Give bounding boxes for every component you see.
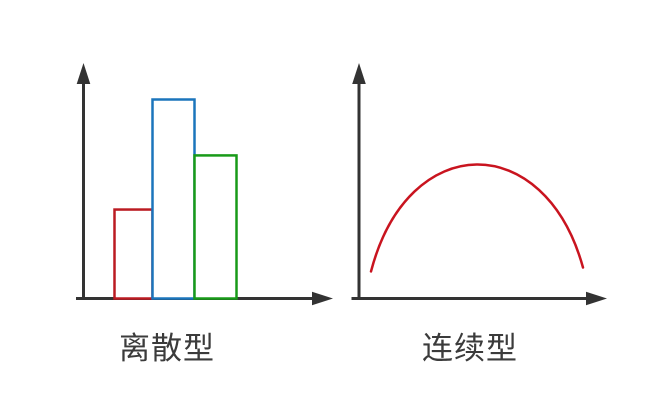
continuous-distribution-curve <box>369 163 585 273</box>
continuous-y-axis-arrowhead-icon <box>352 63 366 84</box>
discrete-x-axis-arrowhead-icon <box>312 291 333 306</box>
discrete-chart-label: 离散型 <box>119 331 215 366</box>
discrete-bar-1 <box>113 208 154 300</box>
discrete-bar-2 <box>151 98 196 300</box>
discrete-bar-3 <box>193 154 238 300</box>
continuous-chart-label: 连续型 <box>422 331 518 366</box>
discrete-y-axis-arrowhead-icon <box>76 63 91 84</box>
continuous-x-axis-arrowhead-icon <box>586 291 607 306</box>
